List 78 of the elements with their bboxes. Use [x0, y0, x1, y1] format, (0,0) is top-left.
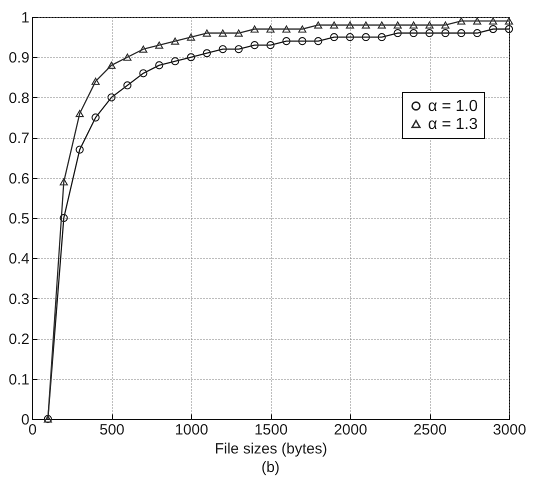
x-tick-label: 2000 [334, 422, 368, 438]
x-tick-label: 1500 [254, 422, 288, 438]
point [250, 41, 259, 50]
y-tick-label: 0.5 [8, 210, 30, 228]
point [457, 29, 466, 38]
point [298, 25, 306, 33]
point [202, 49, 211, 58]
point [266, 25, 275, 33]
point [362, 33, 370, 42]
point [489, 24, 498, 34]
legend-label: α = 1.0 [428, 98, 478, 115]
point [234, 45, 243, 54]
point [298, 37, 306, 46]
point [139, 46, 148, 53]
point [457, 17, 466, 25]
point [394, 21, 402, 29]
y-tick-label: 0.6 [8, 170, 30, 188]
x-tick-label: 1000 [174, 422, 208, 438]
point [202, 29, 211, 37]
point [330, 33, 338, 42]
point [171, 38, 180, 45]
point [314, 21, 322, 29]
y-tick-label: 0.7 [8, 130, 30, 148]
point [504, 17, 514, 25]
point [218, 45, 227, 54]
point [60, 178, 68, 186]
point [186, 53, 196, 62]
point [394, 29, 402, 38]
point [107, 93, 116, 102]
y-tick-label: 0.3 [8, 290, 30, 308]
point [92, 78, 100, 85]
point [504, 24, 514, 34]
point [425, 21, 434, 29]
point [218, 29, 227, 37]
point [76, 110, 84, 118]
x-tick-label: 3000 [492, 422, 526, 438]
y-tick-label: 1 [21, 10, 30, 26]
point [314, 37, 322, 46]
point [186, 33, 196, 41]
point [250, 25, 259, 33]
point [473, 29, 482, 38]
point [92, 113, 100, 122]
point [410, 29, 418, 38]
point [441, 21, 450, 29]
x-axis-title: File sizes (bytes) [214, 440, 328, 458]
y-tick-label: 0.8 [8, 90, 30, 107]
legend-label: α = 1.3 [428, 116, 478, 133]
point [155, 61, 164, 70]
point [330, 21, 338, 29]
point [171, 57, 180, 66]
point [60, 214, 68, 222]
point [378, 33, 386, 42]
y-tick-label: 0.4 [8, 250, 30, 268]
point [282, 37, 290, 46]
point [123, 81, 132, 90]
point [76, 146, 84, 154]
point [441, 29, 450, 38]
point [282, 25, 290, 33]
y-tick-label: 0.9 [8, 50, 30, 67]
point [346, 21, 354, 29]
point [346, 33, 354, 42]
x-tick-label: 500 [99, 422, 125, 438]
point [266, 41, 275, 50]
point [234, 29, 243, 37]
point [489, 17, 498, 25]
point [473, 17, 482, 25]
point [362, 21, 370, 29]
point [107, 62, 116, 69]
point [410, 21, 418, 29]
point [123, 54, 132, 61]
x-tick-label: 2500 [413, 422, 447, 438]
text: (b) [261, 459, 280, 476]
point [155, 42, 164, 49]
point [378, 21, 386, 29]
y-tick-label: 0.2 [8, 331, 30, 348]
point [139, 69, 148, 78]
y-tick-label: 0.1 [8, 371, 30, 388]
point [425, 29, 434, 38]
